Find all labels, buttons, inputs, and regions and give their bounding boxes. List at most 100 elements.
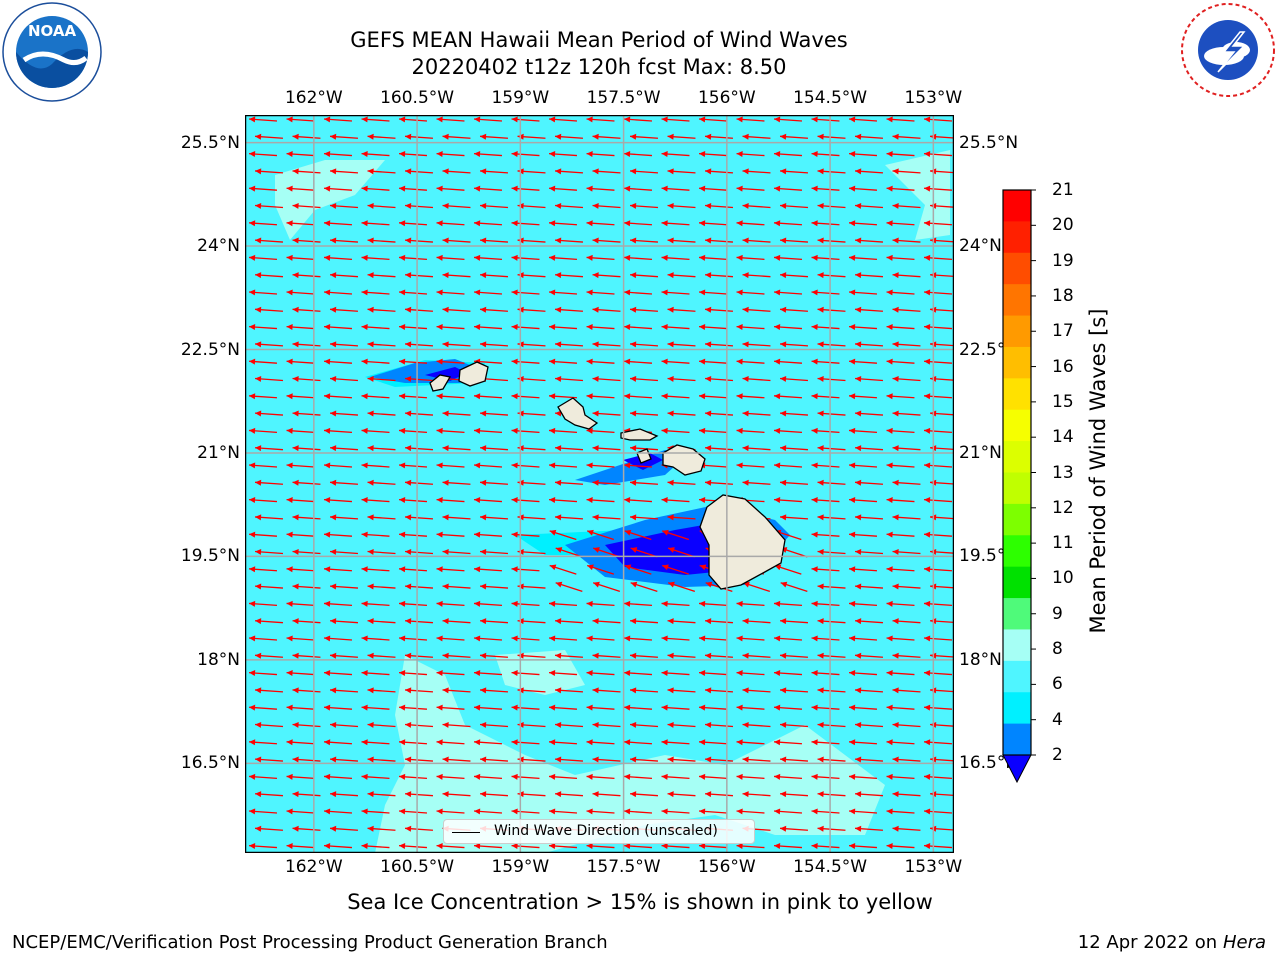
wave-direction-arrow bbox=[886, 808, 915, 815]
wave-direction-arrow bbox=[817, 306, 846, 313]
wave-direction-arrow bbox=[292, 375, 321, 382]
lat-tick-label-right: 25.5°N bbox=[959, 132, 1019, 153]
wave-direction-arrow bbox=[323, 670, 353, 677]
wave-direction-arrow bbox=[854, 825, 884, 832]
wave-direction-arrow bbox=[292, 237, 321, 244]
wave-direction-arrow bbox=[404, 479, 434, 486]
wave-direction-arrow bbox=[286, 220, 315, 227]
wave-direction-arrow bbox=[286, 704, 315, 711]
wave-direction-arrow bbox=[661, 324, 690, 331]
wave-direction-arrow bbox=[248, 600, 278, 607]
wave-direction-arrow bbox=[736, 254, 765, 261]
colorbar-canvas bbox=[1002, 189, 1036, 784]
wave-direction-arrow bbox=[398, 635, 428, 642]
noaa-logo: NOAA bbox=[2, 2, 102, 102]
wave-direction-arrow bbox=[817, 202, 846, 209]
wave-direction-arrow bbox=[248, 531, 278, 538]
wave-direction-arrow bbox=[923, 427, 953, 434]
wave-direction-arrow bbox=[286, 843, 315, 850]
wave-direction-arrow bbox=[367, 237, 396, 244]
wave-direction-arrow bbox=[886, 393, 915, 400]
colorbar-segment bbox=[1003, 221, 1031, 254]
wave-direction-arrow bbox=[292, 548, 321, 555]
wave-direction-arrow bbox=[473, 254, 503, 261]
wave-direction-arrow bbox=[742, 756, 771, 763]
wave-direction-arrow bbox=[698, 254, 728, 261]
wave-direction-arrow bbox=[923, 185, 953, 192]
wave-direction-arrow bbox=[773, 704, 803, 711]
wave-direction-arrow bbox=[511, 773, 540, 780]
wave-direction-arrow bbox=[848, 704, 878, 711]
wave-direction-arrow bbox=[248, 566, 278, 573]
wave-direction-arrow bbox=[773, 739, 803, 746]
wave-direction-arrow bbox=[329, 202, 359, 209]
wave-direction-arrow bbox=[742, 410, 771, 417]
wave-direction-arrow bbox=[473, 773, 503, 780]
wave-direction-arrow bbox=[773, 808, 803, 815]
wave-direction-arrow bbox=[923, 808, 953, 815]
wave-direction-arrow bbox=[667, 581, 696, 593]
wave-direction-arrow bbox=[592, 687, 621, 694]
wave-direction-arrow bbox=[817, 756, 846, 763]
wave-direction-arrow bbox=[398, 324, 428, 331]
wave-direction-arrow bbox=[817, 514, 846, 521]
wave-direction-arrow bbox=[586, 358, 615, 365]
wave-direction-arrow bbox=[361, 531, 390, 538]
wave-direction-arrow bbox=[479, 652, 509, 659]
island-niihau bbox=[429, 374, 452, 392]
wave-direction-arrow bbox=[848, 739, 878, 746]
wave-direction-arrow bbox=[592, 791, 621, 798]
footer-machine: Hera bbox=[1222, 932, 1266, 953]
wave-direction-arrow bbox=[404, 445, 434, 452]
wave-direction-arrow bbox=[323, 704, 353, 711]
wave-direction-arrow bbox=[736, 358, 765, 365]
wave-direction-arrow bbox=[811, 739, 840, 746]
wave-direction-arrow bbox=[554, 168, 584, 175]
wave-direction-arrow bbox=[773, 254, 803, 261]
wave-direction-arrow bbox=[736, 600, 765, 607]
wave-direction-arrow bbox=[292, 825, 321, 832]
colorbar-tick-label: 12 bbox=[1052, 497, 1074, 518]
wave-direction-arrow bbox=[923, 462, 953, 469]
wave-direction-arrow bbox=[367, 721, 396, 728]
wave-direction-arrow bbox=[473, 704, 503, 711]
wave-direction-arrow bbox=[442, 306, 471, 313]
lat-tick-label-left: 19.5°N bbox=[180, 546, 240, 567]
wave-direction-arrow bbox=[367, 479, 396, 486]
wave-direction-arrow bbox=[367, 272, 396, 279]
wave-direction-arrow bbox=[479, 791, 509, 798]
wave-direction-arrow bbox=[254, 445, 284, 452]
wave-direction-arrow bbox=[811, 670, 840, 677]
wave-direction-arrow bbox=[892, 825, 921, 832]
wave-direction-arrow bbox=[923, 704, 953, 711]
wave-direction-arrow bbox=[436, 497, 465, 504]
wave-direction-arrow bbox=[886, 843, 915, 850]
wave-direction-arrow bbox=[473, 116, 503, 123]
wave-direction-arrow bbox=[323, 739, 353, 746]
wave-direction-arrow bbox=[736, 462, 765, 469]
wave-direction-arrow bbox=[811, 462, 840, 469]
colorbar-segment bbox=[1003, 692, 1031, 725]
wave-direction-arrow bbox=[292, 514, 321, 521]
wave-direction-arrow bbox=[436, 600, 465, 607]
wave-direction-arrow bbox=[554, 306, 584, 313]
wave-direction-arrow bbox=[436, 358, 465, 365]
wind-wave-direction-arrows bbox=[248, 116, 954, 850]
wave-direction-arrow bbox=[811, 704, 840, 711]
graticule bbox=[245, 115, 954, 853]
wave-direction-arrow bbox=[811, 635, 840, 642]
wave-direction-arrow bbox=[511, 427, 540, 434]
wave-direction-arrow bbox=[586, 254, 615, 261]
wave-direction-arrow bbox=[886, 358, 915, 365]
wave-direction-arrow bbox=[773, 393, 803, 400]
colorbar-segment bbox=[1003, 284, 1031, 317]
wave-direction-arrow bbox=[323, 358, 353, 365]
wave-direction-arrow bbox=[511, 635, 540, 642]
wave-direction-arrow bbox=[329, 756, 359, 763]
wave-direction-arrow bbox=[554, 133, 584, 140]
wave-direction-arrow bbox=[436, 843, 465, 850]
lon-tick-label-bottom: 156°W bbox=[697, 857, 756, 877]
wave-direction-arrow bbox=[848, 254, 878, 261]
wave-direction-arrow bbox=[667, 479, 696, 486]
wave-direction-arrow bbox=[848, 289, 878, 296]
